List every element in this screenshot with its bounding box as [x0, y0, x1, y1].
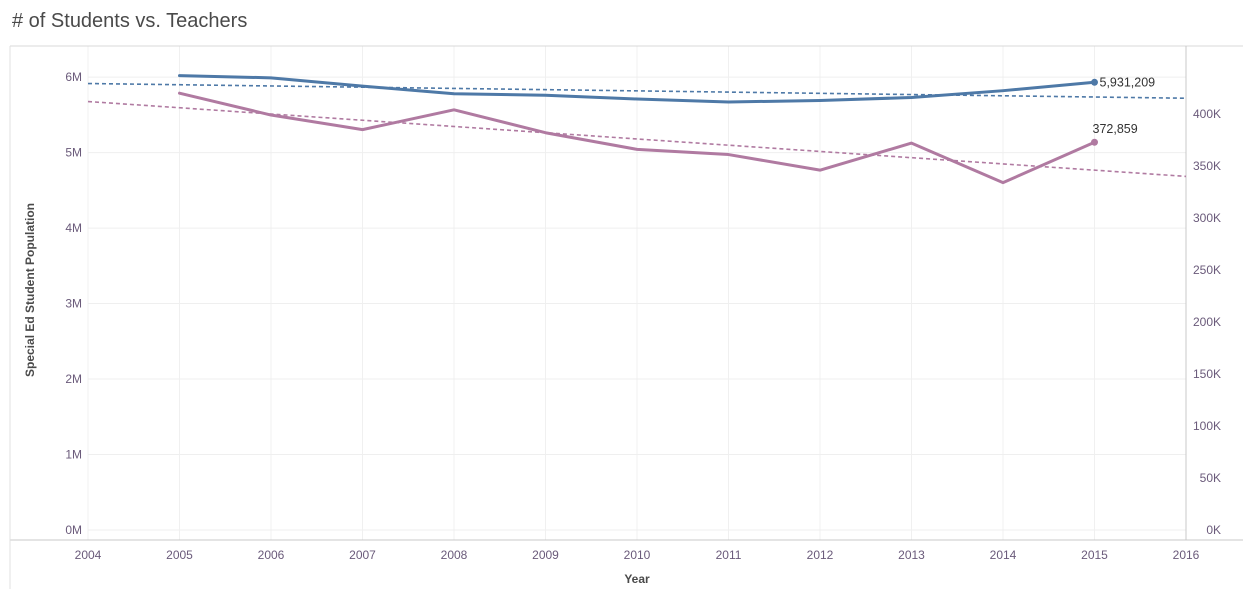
x-tick-label: 2016: [1173, 548, 1200, 562]
y-tick-label: 6M: [65, 70, 82, 84]
y2-tick-label: 400K: [1193, 107, 1221, 121]
chart-title: # of Students vs. Teachers: [12, 10, 248, 32]
end-point-marker: [1091, 138, 1098, 146]
series-line: [178, 74, 1096, 104]
y-axis-title: Special Ed Student Population: [23, 203, 37, 377]
y-tick-label: 5M: [65, 146, 82, 160]
frame: [9, 45, 1243, 589]
grid: [87, 46, 1187, 540]
x-tick-label: 2010: [624, 548, 651, 562]
tick-labels: 0M 1M 2M 3M 4M 5M 6M 0K 50K 100K 150K 200K 250K 300K 3…: [65, 70, 1221, 562]
x-tick-label: 2011: [716, 548, 742, 562]
y2-tick-label: 50K: [1200, 471, 1221, 485]
y-tick-label: 1M: [65, 448, 82, 462]
x-tick-label: 2012: [807, 548, 834, 562]
x-tick-label: 2006: [258, 548, 285, 562]
y2-tick-label: 150K: [1193, 367, 1221, 381]
y2-tick-label: 100K: [1193, 419, 1221, 433]
x-tick-label: 2014: [990, 548, 1017, 562]
x-tick-label: 2008: [441, 548, 468, 562]
x-axis-title: Year: [624, 572, 650, 586]
data-label: 5,931,209: [1100, 75, 1156, 89]
x-tick-label: 2009: [532, 548, 559, 562]
x-tick-label: 2004: [75, 548, 102, 562]
y2-tick-label: 250K: [1193, 263, 1221, 277]
data-label: 372,859: [1093, 122, 1138, 136]
y-tick-label: 4M: [65, 221, 82, 235]
y2-tick-label: 300K: [1193, 211, 1221, 225]
y2-tick-label: 350K: [1193, 159, 1221, 173]
series-line: [178, 91, 1096, 185]
x-tick-label: 2005: [166, 548, 193, 562]
y-tick-label: 2M: [65, 372, 82, 386]
x-tick-label: 2013: [898, 548, 925, 562]
y-tick-label: 3M: [65, 297, 82, 311]
end-point-marker: [1091, 78, 1098, 86]
series-lines: [178, 74, 1098, 185]
data-labels: 5,931,209 372,859: [1093, 75, 1156, 136]
y2-tick-label: 0K: [1206, 523, 1221, 537]
y-tick-label: 0M: [65, 523, 82, 537]
x-tick-label: 2015: [1081, 548, 1108, 562]
trend-line: [87, 82, 1187, 100]
y2-tick-label: 200K: [1193, 315, 1221, 329]
x-tick-label: 2007: [349, 548, 376, 562]
